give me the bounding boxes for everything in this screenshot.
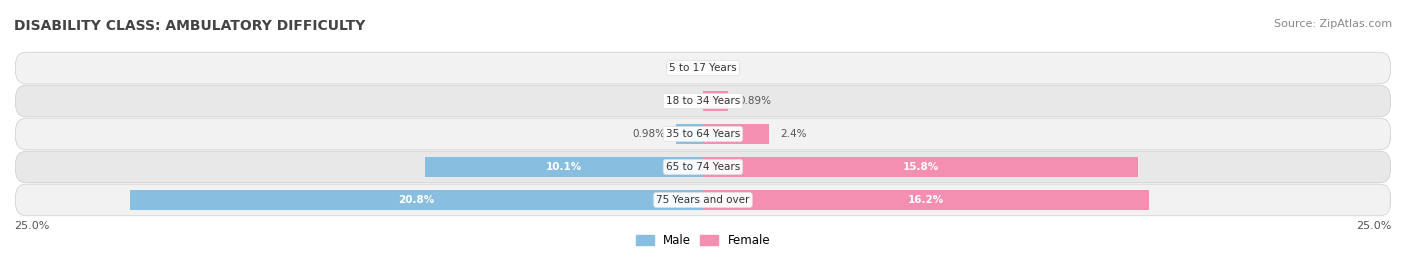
Text: 20.8%: 20.8% — [398, 195, 434, 205]
Bar — [703, 124, 769, 144]
FancyBboxPatch shape — [15, 52, 1391, 84]
Text: 65 to 74 Years: 65 to 74 Years — [666, 162, 740, 172]
Text: 2.4%: 2.4% — [780, 129, 807, 139]
Bar — [676, 124, 703, 144]
Text: 0.0%: 0.0% — [665, 96, 692, 106]
Text: 25.0%: 25.0% — [1357, 221, 1392, 231]
Text: Source: ZipAtlas.com: Source: ZipAtlas.com — [1274, 19, 1392, 29]
Text: 15.8%: 15.8% — [903, 162, 939, 172]
Text: DISABILITY CLASS: AMBULATORY DIFFICULTY: DISABILITY CLASS: AMBULATORY DIFFICULTY — [14, 19, 366, 33]
Text: 75 Years and over: 75 Years and over — [657, 195, 749, 205]
Bar — [425, 157, 703, 177]
Text: 35 to 64 Years: 35 to 64 Years — [666, 129, 740, 139]
FancyBboxPatch shape — [15, 151, 1391, 183]
Text: 0.98%: 0.98% — [631, 129, 665, 139]
FancyBboxPatch shape — [15, 118, 1391, 150]
FancyBboxPatch shape — [15, 85, 1391, 117]
Text: 10.1%: 10.1% — [546, 162, 582, 172]
Bar — [129, 190, 703, 210]
Bar — [703, 190, 1150, 210]
Text: 18 to 34 Years: 18 to 34 Years — [666, 96, 740, 106]
Bar — [703, 157, 1139, 177]
Bar — [703, 91, 727, 111]
FancyBboxPatch shape — [15, 184, 1391, 216]
Text: 0.89%: 0.89% — [738, 96, 772, 106]
Text: 0.0%: 0.0% — [665, 63, 692, 73]
Text: 25.0%: 25.0% — [14, 221, 49, 231]
Legend: Male, Female: Male, Female — [631, 229, 775, 252]
Text: 0.0%: 0.0% — [714, 63, 741, 73]
Text: 5 to 17 Years: 5 to 17 Years — [669, 63, 737, 73]
Text: 16.2%: 16.2% — [908, 195, 945, 205]
